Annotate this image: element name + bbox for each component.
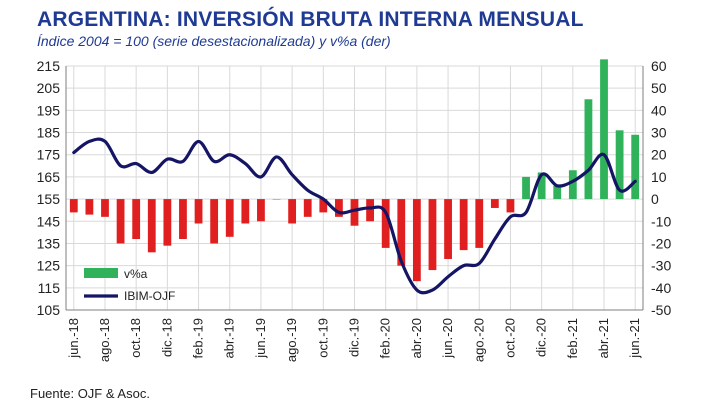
left-tick-label: 155 — [37, 191, 61, 207]
x-tick-label: ago.-19 — [284, 318, 299, 362]
bar-abr.-20 — [412, 199, 421, 282]
right-tick-label: -10 — [651, 213, 671, 229]
x-tick-label: abr.-20 — [409, 318, 424, 358]
bar-mar.-19 — [210, 199, 219, 244]
left-tick-label: 195 — [37, 102, 61, 118]
bar-series — [69, 59, 640, 282]
bar-jun.-18 — [69, 199, 78, 213]
bar-ago.-20 — [475, 199, 484, 248]
right-tick-label: 10 — [651, 169, 667, 185]
bar-jul.-18 — [85, 199, 94, 215]
legend-label-line: IBIM-OJF — [124, 289, 175, 303]
left-tick-label: 185 — [37, 125, 61, 141]
bar-ago.-19 — [288, 199, 297, 224]
bar-ene.-19 — [179, 199, 187, 240]
x-tick-label: dic.-20 — [534, 318, 549, 357]
bar-sep.-20 — [490, 199, 499, 208]
bar-jun.-19 — [257, 199, 265, 222]
left-tick-label: 175 — [37, 147, 61, 163]
x-tick-label: oct.-19 — [315, 318, 330, 358]
left-tick-label: 145 — [37, 213, 61, 229]
bar-dic.-19 — [350, 199, 359, 226]
chart-subtitle: Índice 2004 = 100 (serie desestacionaliz… — [37, 33, 391, 49]
legend-label-bars: v%a — [124, 267, 148, 281]
x-tick-label: oct.-20 — [502, 318, 517, 358]
bar-dic.-20 — [537, 172, 546, 200]
bar-feb.-20 — [381, 199, 390, 248]
bar-ago.-18 — [101, 199, 109, 217]
right-tick-label: -40 — [651, 280, 671, 296]
bar-nov.-20 — [522, 176, 530, 200]
bar-oct.-18 — [132, 199, 141, 240]
line-series — [72, 137, 637, 295]
x-tick-label: oct.-18 — [128, 318, 143, 358]
x-tick-label: jun.-20 — [440, 318, 455, 359]
right-tick-label: 30 — [651, 125, 667, 141]
x-tick-label: jun.-21 — [627, 318, 642, 359]
x-tick-label: ago.-18 — [97, 318, 112, 362]
x-tick-label: feb.-20 — [378, 318, 393, 358]
left-tick-label: 105 — [37, 302, 61, 318]
x-tick-label: jun.-19 — [253, 318, 268, 359]
left-tick-label: 165 — [37, 169, 61, 185]
bar-jul.-20 — [459, 199, 468, 251]
bar-mar.-20 — [397, 199, 406, 266]
bar-jul.-19 — [272, 199, 281, 200]
bar-nov.-19 — [335, 199, 343, 217]
line-ibim-ojf — [72, 137, 637, 295]
x-tick-label: feb.-21 — [565, 318, 580, 358]
bar-abr.-19 — [225, 199, 234, 237]
bar-feb.-19 — [194, 199, 203, 224]
bar-oct.-20 — [506, 199, 515, 213]
right-tick-label: 20 — [651, 147, 667, 163]
right-tick-label: -20 — [651, 235, 671, 251]
chart-title: ARGENTINA: INVERSIÓN BRUTA INTERNA MENSU… — [37, 8, 584, 31]
right-tick-label: -30 — [651, 258, 671, 274]
right-tick-label: 0 — [651, 191, 659, 207]
bar-sep.-18 — [116, 199, 125, 244]
left-tick-label: 135 — [37, 235, 61, 251]
bar-mar.-21 — [584, 99, 593, 200]
bar-sep.-19 — [303, 199, 312, 217]
left-tick-label: 215 — [37, 58, 61, 74]
x-tick-label: ago.-20 — [471, 318, 486, 362]
bar-may.-20 — [428, 199, 437, 271]
bar-dic.-18 — [163, 199, 172, 246]
legend-swatch-bars — [84, 268, 118, 278]
bar-may.-19 — [241, 199, 250, 224]
bar-ene.-20 — [366, 199, 374, 222]
right-tick-label: 60 — [651, 58, 667, 74]
legend: v%a IBIM-OJF — [84, 267, 175, 303]
x-tick-label: dic.-18 — [159, 318, 174, 357]
bar-jun.-21 — [631, 134, 640, 200]
source-note: Fuente: OJF & Asoc. — [30, 386, 150, 401]
x-tick-label: abr.-19 — [222, 318, 237, 358]
bar-may.-21 — [615, 130, 624, 200]
left-tick-label: 115 — [38, 280, 61, 296]
bar-abr.-21 — [600, 59, 608, 200]
left-tick-label: 205 — [37, 80, 61, 96]
bar-jun.-20 — [444, 199, 452, 259]
bar-feb.-21 — [568, 170, 577, 200]
right-tick-label: 50 — [651, 80, 667, 96]
axes: 105 115 125 135 145 155 165 175 185 195 205 215 -50 -… — [37, 58, 672, 362]
x-tick-label: dic.-19 — [347, 318, 362, 357]
left-tick-label: 125 — [37, 258, 61, 274]
right-tick-label: 40 — [651, 102, 667, 118]
bar-ene.-21 — [553, 185, 562, 200]
bar-oct.-19 — [319, 199, 328, 213]
x-tick-label: feb.-19 — [191, 318, 206, 358]
x-tick-label: abr.-21 — [596, 318, 611, 358]
right-tick-label: -50 — [651, 302, 671, 318]
bar-nov.-18 — [147, 199, 156, 253]
x-tick-label: jun.-18 — [66, 318, 81, 359]
